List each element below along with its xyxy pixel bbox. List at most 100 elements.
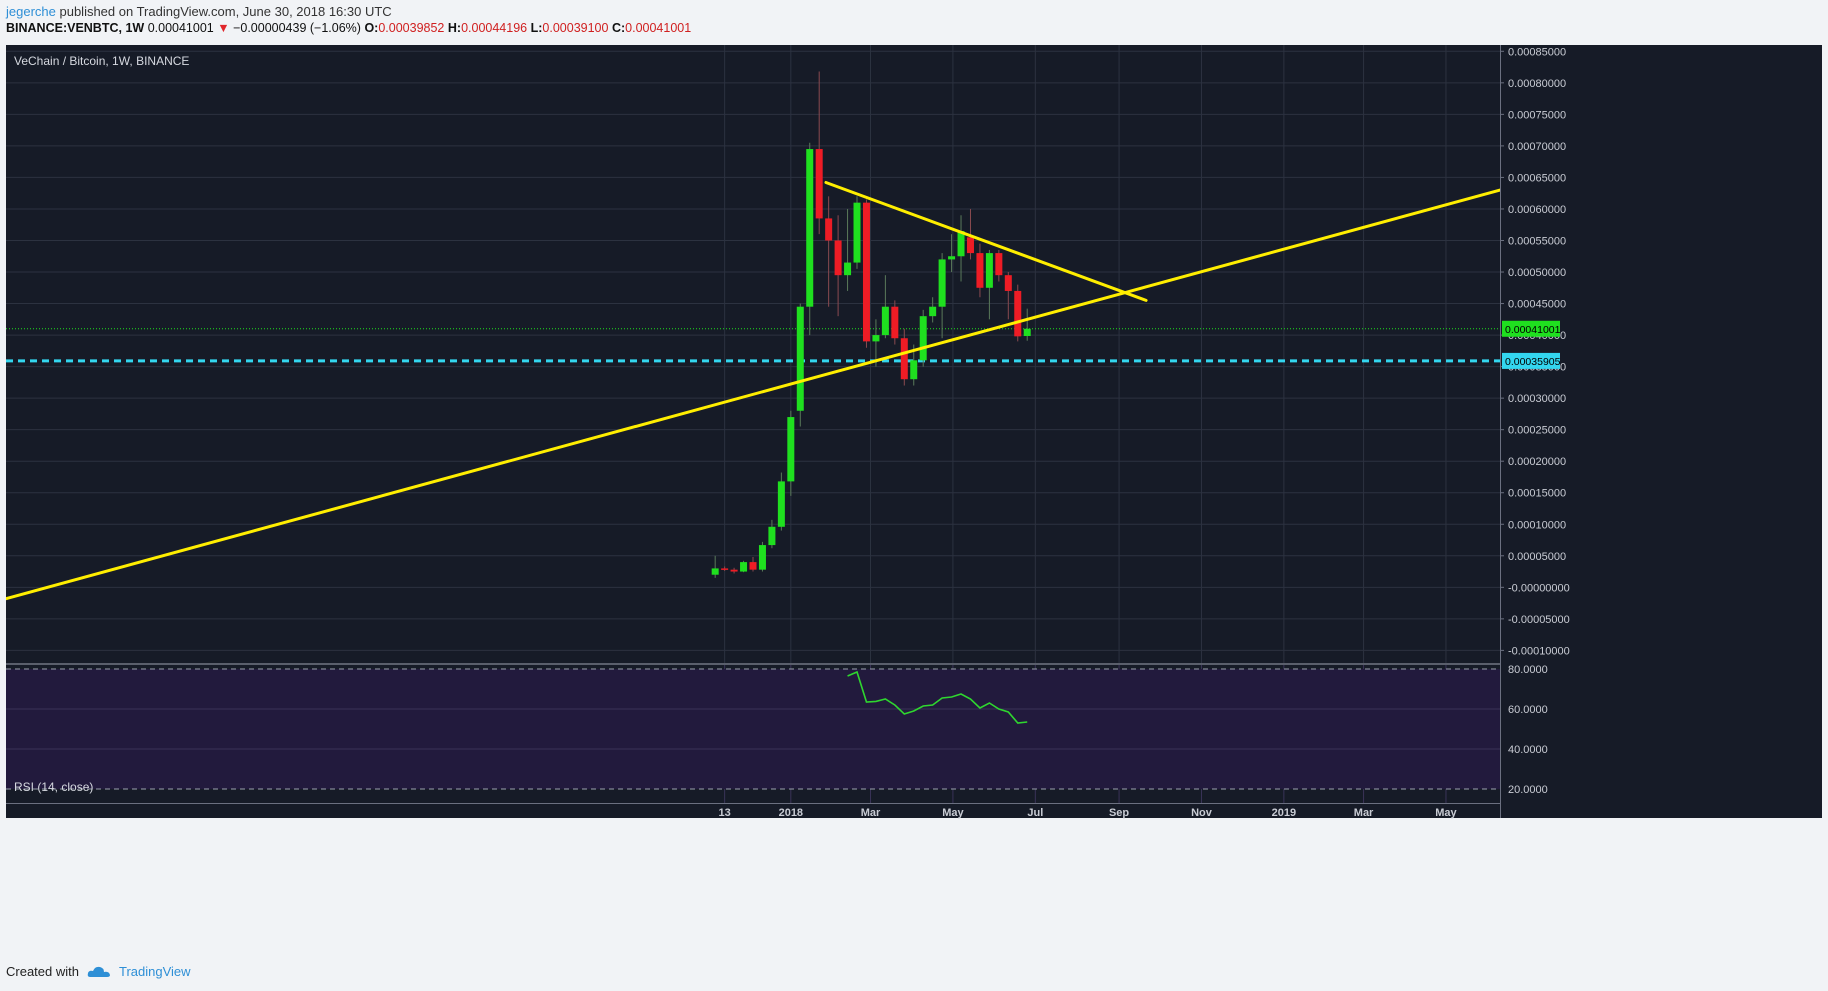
- rsi-tick-label: 80.0000: [1508, 664, 1548, 676]
- candle: [796, 303, 804, 427]
- candle: [844, 208, 852, 291]
- price-label-badge: [1502, 320, 1560, 337]
- candle: [721, 566, 729, 571]
- candle-body: [910, 360, 918, 380]
- time-tick-label: Jul: [1027, 807, 1043, 819]
- price-tick-label: 0.00005000: [1508, 551, 1566, 563]
- candle: [1023, 308, 1031, 341]
- open-value: 0.00039852: [378, 21, 445, 35]
- candle: [948, 234, 956, 273]
- candle-body: [995, 253, 1003, 276]
- ohlc-line: BINANCE:VENBTC, 1W 0.00041001 ▼ −0.00000…: [6, 20, 691, 37]
- candle: [881, 275, 889, 339]
- time-tick-label: May: [1435, 807, 1457, 819]
- candle-body: [730, 569, 738, 572]
- publish-line: jegerche published on TradingView.com, J…: [6, 3, 691, 20]
- candle-body: [749, 562, 757, 570]
- chart-header: jegerche published on TradingView.com, J…: [6, 3, 691, 37]
- price-tick-label: 0.00020000: [1508, 456, 1566, 468]
- rsi-band: [6, 669, 1500, 789]
- candle: [985, 249, 993, 320]
- price-tick-label: -0.00005000: [1508, 614, 1570, 626]
- candle-body: [758, 545, 766, 570]
- close-label: C:: [611, 21, 626, 35]
- candle: [853, 196, 861, 269]
- price-axis[interactable]: 0.00085000 0.00080000 0.00075000 0.00070000…: [1500, 45, 1822, 818]
- price-tick-label: 0.00080000: [1508, 78, 1566, 90]
- candle: [919, 309, 927, 367]
- price-chart[interactable]: 0.00085000 0.00080000 0.00075000 0.00070000…: [6, 45, 1822, 957]
- candle-body: [985, 253, 993, 288]
- tradingview-logo-icon: [87, 966, 110, 977]
- rsi-indicator: [6, 668, 1500, 790]
- candle-body: [976, 253, 984, 288]
- rsi-tick-label: 60.0000: [1508, 704, 1548, 716]
- candle-body: [919, 316, 927, 361]
- time-tick-label: Sep: [1109, 807, 1129, 819]
- time-tick-label: Nov: [1191, 807, 1213, 819]
- trendlines: [6, 180, 1502, 601]
- candle: [730, 567, 738, 574]
- price-tick-label: 0.00075000: [1508, 109, 1566, 121]
- rsi-tick-label: 40.0000: [1508, 744, 1548, 756]
- price-label-badge: [1502, 352, 1560, 369]
- price-tick-label: -0.00000000: [1508, 582, 1570, 594]
- rsi-tick-label: 20.0000: [1508, 784, 1548, 796]
- price-tick-label: 0.00015000: [1508, 488, 1566, 500]
- time-axis[interactable]: 13 2018 Mar May Jul Sep Nov 2019 Mar May: [6, 803, 1500, 819]
- rsi-line: [847, 670, 1028, 724]
- candle: [806, 142, 814, 336]
- candle-body: [806, 149, 814, 307]
- price-label-text: 0.00041001: [1505, 324, 1561, 336]
- candle-body: [900, 338, 908, 380]
- price-tick-label: 0.00070000: [1508, 141, 1566, 153]
- price-tick-label: 0.00065000: [1508, 172, 1566, 184]
- candle-body: [966, 237, 974, 254]
- ascending-trendline: [6, 188, 1502, 601]
- rsi-title: RSI (14, close): [14, 780, 93, 794]
- price-tick-label: 0.00085000: [1508, 46, 1566, 58]
- created-with-label: Created with: [6, 964, 79, 979]
- chart-title: VeChain / Bitcoin, 1W, BINANCE: [14, 54, 189, 68]
- candle-body: [862, 202, 870, 342]
- candle: [758, 541, 766, 572]
- price-change: −0.00000439 (−1.06%): [233, 21, 361, 35]
- time-axis-background: [6, 803, 1500, 818]
- grid: [6, 45, 1822, 803]
- candle: [938, 253, 946, 339]
- author-link[interactable]: jegerche: [6, 4, 56, 19]
- horizontal-lines: [6, 328, 1500, 363]
- time-tick-label: Mar: [861, 807, 881, 819]
- candle-body: [929, 306, 937, 317]
- price-axis-background: [1500, 45, 1822, 818]
- candle-body: [825, 218, 833, 241]
- candle-body: [844, 262, 852, 276]
- down-triangle-icon: ▼: [217, 21, 230, 35]
- candle-body: [1014, 290, 1022, 337]
- symbol-label: BINANCE:VENBTC, 1W: [6, 21, 145, 35]
- candle-body: [721, 568, 729, 570]
- price-tick-label: 0.00030000: [1508, 393, 1566, 405]
- last-price: 0.00041001: [147, 21, 214, 35]
- tradingview-link[interactable]: TradingView: [118, 964, 191, 979]
- candle-body: [777, 481, 785, 527]
- candle: [834, 215, 842, 317]
- candle: [891, 300, 899, 345]
- low-value: 0.00039100: [542, 21, 609, 35]
- candle: [815, 71, 823, 235]
- open-label: O:: [364, 21, 379, 35]
- candle: [957, 215, 965, 282]
- candle-body: [787, 417, 795, 482]
- candle-body: [1004, 275, 1012, 291]
- descending-trendline: [824, 180, 1148, 302]
- candle-body: [891, 306, 899, 339]
- price-tick-label: 0.00055000: [1508, 235, 1566, 247]
- candle: [740, 560, 748, 573]
- candle-body: [948, 256, 956, 260]
- price-tick-label: 0.00025000: [1508, 425, 1566, 437]
- time-tick-label: 2019: [1272, 807, 1296, 819]
- candle: [1004, 272, 1012, 320]
- price-tick-label: 0.00010000: [1508, 519, 1566, 531]
- price-tick-label: 0.00050000: [1508, 267, 1566, 279]
- candle: [768, 519, 776, 549]
